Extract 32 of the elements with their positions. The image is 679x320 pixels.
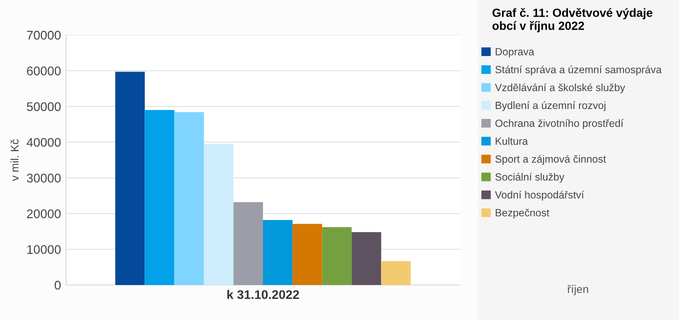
legend-label: Sociální služby [495,172,564,183]
bar [322,227,352,285]
legend-label: Vzdělávání a školské služby [494,83,626,94]
y-tick-label: 10000 [27,245,61,254]
bar [144,110,174,285]
bar [292,224,322,285]
text: Graf č. 11: Odvětvové výdaje obcí v říjnu 2022 [492,8,652,32]
y-tick-label: 50000 [26,102,61,112]
bar [263,220,293,285]
legend-label: Kultura [496,137,528,145]
bar [352,232,382,285]
legend-label: Státní správa a územní samospráva [495,66,662,76]
text: říjen [568,284,588,296]
legend-label: Doprava [496,48,534,58]
legend-label: Bydlení a územní rozvoj [496,101,606,112]
y-tick-label: 30000 [26,174,61,183]
legend-label: Vodní hospodářství [494,190,584,201]
x-tick-label: k 31.10.2022 [227,290,299,300]
bar [204,144,234,285]
y-tick-label: 60000 [27,66,61,76]
y-tick-label: 0 [54,280,61,290]
y-tick-label: 70000 [27,30,61,40]
bar [115,72,145,285]
legend-label: Bezpečnost [496,208,550,218]
y-axis-title: v mil. Kč [10,139,19,181]
bar [381,261,411,285]
legend-label: Ochrana životního prostředí [495,119,624,130]
legend-label: Sport a zájmová činnost [495,154,606,165]
y-tick-label: 40000 [26,138,61,147]
y-tick-label: 20000 [27,209,61,218]
bar [174,112,204,285]
bar [233,202,263,285]
